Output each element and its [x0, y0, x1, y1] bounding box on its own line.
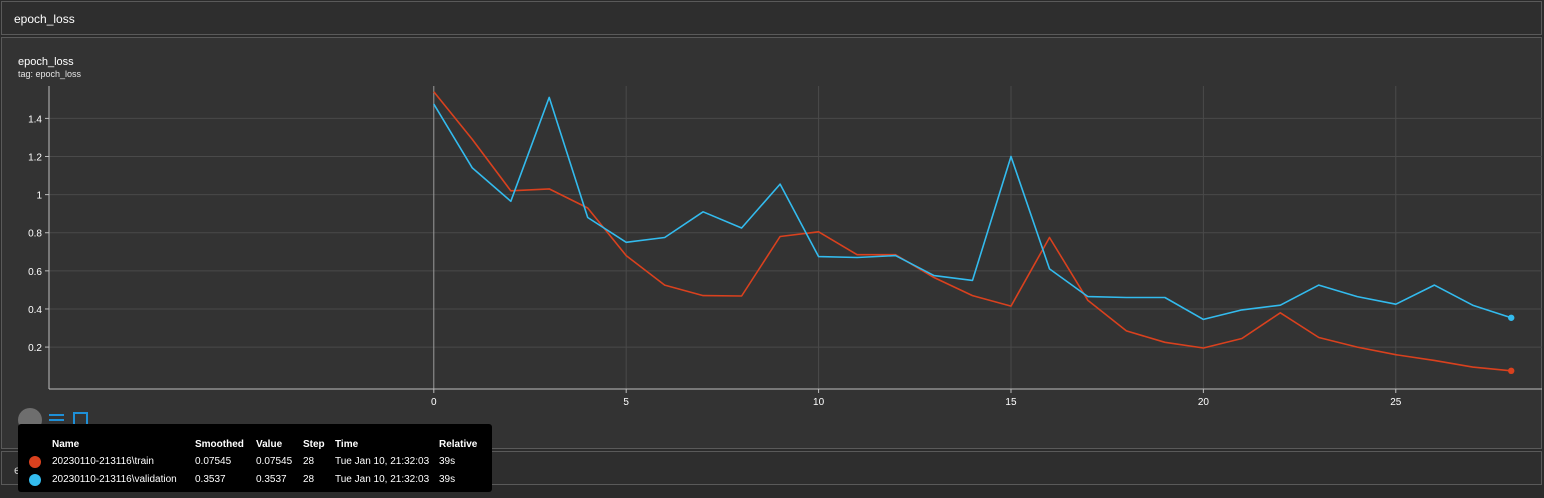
x-tick-label: 20 [1198, 397, 1210, 408]
y-tick-label: 0.6 [28, 267, 42, 278]
y-tick-label: 1.2 [28, 153, 42, 164]
tooltip-row-train: 20230110-213116\train 0.07545 0.07545 28… [18, 456, 492, 470]
header-step: Step [303, 439, 325, 450]
tooltip-header: Name Smoothed Value Step Time Relative [18, 439, 492, 453]
series-point-train [1508, 367, 1515, 375]
train-color-dot [29, 456, 41, 468]
row-relative: 39s [439, 456, 456, 467]
series-line-validation [433, 96, 1512, 321]
row-name: 20230110-213116\train [52, 456, 154, 467]
row-smoothed: 0.3537 [195, 474, 226, 485]
chart-tooltip: Name Smoothed Value Step Time Relative 2… [18, 424, 492, 492]
header-smoothed: Smoothed [195, 439, 244, 450]
row-time: Tue Jan 10, 21:32:03 [335, 456, 430, 467]
header-value: Value [256, 439, 283, 450]
x-tick-label: 5 [623, 397, 629, 408]
section-title: epoch_loss [14, 12, 75, 26]
series-point-validation [1508, 314, 1515, 321]
row-name: 20230110-213116\validation [52, 474, 177, 485]
series-line-train [433, 91, 1512, 372]
row-relative: 39s [439, 474, 456, 485]
row-time: Tue Jan 10, 21:32:03 [335, 474, 430, 485]
x-tick-label: 10 [813, 397, 825, 408]
chart-card: epoch_loss tag: epoch_loss [1, 37, 1542, 449]
section-header[interactable]: epoch_loss [1, 1, 1542, 35]
row-step: 28 [303, 474, 315, 485]
row-value: 0.3537 [256, 474, 287, 485]
card-title: epoch_loss [18, 56, 74, 68]
y-tick-label: 0.8 [28, 229, 42, 240]
y-tick-label: 0.4 [28, 305, 42, 316]
header-time: Time [335, 439, 359, 450]
x-tick-label: 0 [431, 397, 437, 408]
x-tick-label: 25 [1390, 397, 1402, 408]
y-tick-label: 1.4 [28, 114, 42, 125]
x-tick-label: 15 [1005, 397, 1017, 408]
tooltip-row-validation: 20230110-213116\validation 0.3537 0.3537… [18, 474, 492, 488]
card-tag: tag: epoch_loss [18, 69, 82, 79]
row-smoothed: 0.07545 [195, 456, 232, 467]
validation-color-dot [29, 474, 41, 486]
header-name: Name [52, 439, 80, 450]
y-tick-label: 0.2 [28, 343, 42, 354]
row-value: 0.07545 [256, 456, 293, 467]
row-step: 28 [303, 456, 315, 467]
header-relative: Relative [439, 439, 478, 450]
y-tick-label: 1 [36, 191, 42, 202]
